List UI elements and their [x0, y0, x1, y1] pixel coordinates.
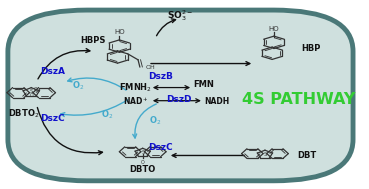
Text: OH: OH [146, 65, 156, 70]
Text: HBP: HBP [301, 44, 320, 53]
Text: DszD: DszD [166, 95, 192, 104]
Text: NADH: NADH [204, 97, 229, 106]
FancyBboxPatch shape [8, 10, 353, 181]
Text: FMN: FMN [193, 80, 214, 89]
Text: FMNH$_2$: FMNH$_2$ [119, 82, 152, 94]
Text: DBTO: DBTO [130, 165, 156, 174]
Text: SO$_3^{2-}$: SO$_3^{2-}$ [168, 8, 193, 23]
Text: O$_2$: O$_2$ [149, 115, 162, 127]
Text: S: S [30, 89, 33, 94]
Text: DszC: DszC [148, 143, 173, 152]
Text: NAD$^+$: NAD$^+$ [123, 95, 148, 107]
Text: DBT: DBT [297, 151, 317, 160]
Text: DszB: DszB [148, 72, 173, 81]
Text: 4S PATHWAY: 4S PATHWAY [242, 92, 356, 107]
Text: S: S [141, 150, 144, 155]
Text: O: O [30, 93, 33, 98]
Text: DszC: DszC [41, 114, 65, 123]
Text: O: O [141, 160, 145, 165]
Text: HBPS: HBPS [80, 36, 106, 45]
Text: HO: HO [269, 26, 279, 32]
Text: S: S [263, 152, 266, 157]
Text: O: O [34, 87, 38, 92]
Text: DszA: DszA [40, 67, 65, 76]
Text: HO: HO [114, 29, 125, 35]
Text: O$_2$: O$_2$ [101, 109, 113, 121]
Text: DBTO$_2$: DBTO$_2$ [8, 107, 40, 119]
Text: O$_2$: O$_2$ [72, 80, 84, 92]
